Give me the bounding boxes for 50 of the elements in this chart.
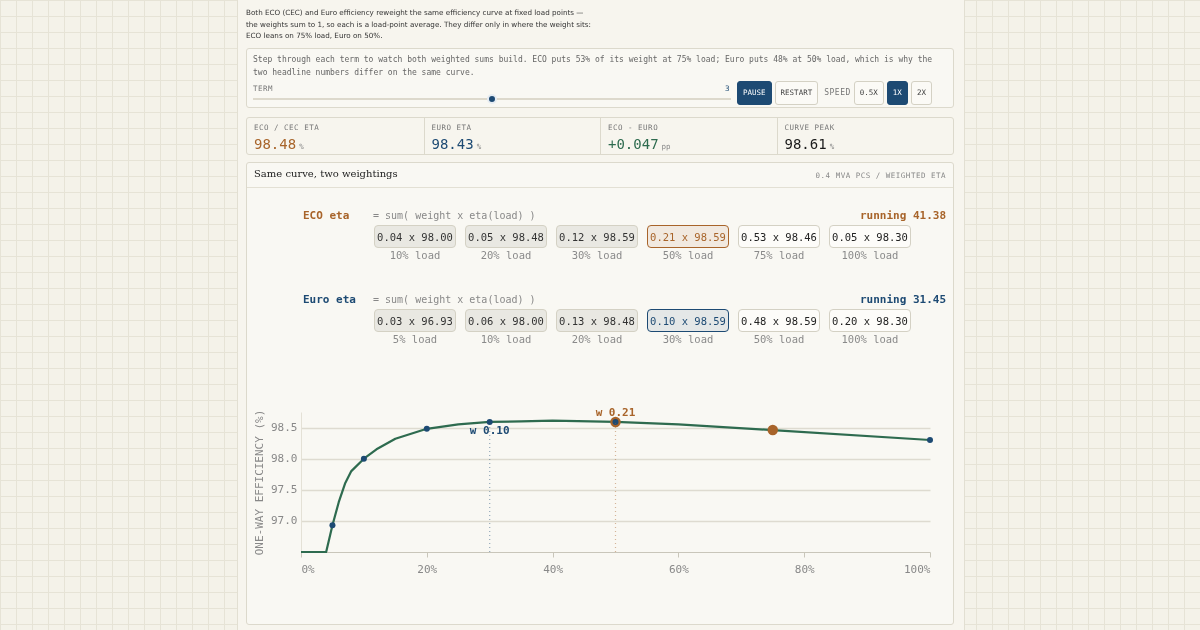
- x-tick-label: 80%: [794, 562, 816, 576]
- text: 0.06 x 98.00: [468, 315, 544, 327]
- category-label: 100% load: [840, 333, 900, 345]
- category-label: 20% load: [570, 333, 624, 345]
- annotation: w 0.21: [595, 406, 636, 420]
- text: +0.047: [608, 136, 659, 152]
- x-tick-label: 0%: [301, 562, 316, 576]
- y-axis-title: ONE-WAY EFFICIENCY (%): [253, 409, 267, 556]
- x-tick-label: 40%: [543, 562, 564, 576]
- category-label: 100% load: [840, 249, 900, 261]
- y-tick-label: 97.0: [271, 514, 298, 528]
- category-label: 20% load: [479, 249, 533, 261]
- text: 0.48 x 98.59: [741, 315, 817, 327]
- category-label: 30% load: [661, 333, 715, 345]
- text: 98.48: [254, 136, 297, 152]
- text: 0.04 x 98.00: [377, 231, 453, 243]
- text: 0.53 x 98.46: [741, 231, 817, 243]
- text: 0.12 x 98.59: [559, 231, 635, 243]
- category-label: 50% load: [661, 249, 715, 261]
- x-tick-label: 100%: [904, 562, 931, 576]
- text: running 31.45: [859, 293, 946, 306]
- annotation: w 0.10: [469, 423, 510, 437]
- text: Same curve, two weightings: [254, 168, 398, 179]
- x-tick-label: 20%: [417, 562, 438, 576]
- category-label: 5% load: [391, 333, 439, 345]
- text: ECO eta: [303, 209, 350, 222]
- text: = sum( weight x eta(load) ): [373, 210, 536, 221]
- y-tick-label: 98.5: [271, 421, 298, 435]
- category-label: 10% load: [388, 249, 442, 261]
- text: 0.03 x 96.93: [377, 315, 453, 327]
- text: running 41.38: [859, 209, 946, 222]
- text: 0.13 x 98.48: [559, 315, 635, 327]
- text: SPEED: [824, 88, 851, 97]
- y-tick-label: 97.5: [271, 483, 298, 497]
- category-label: 75% load: [752, 249, 806, 261]
- category-label: 10% load: [479, 333, 533, 345]
- text: Euro eta: [303, 293, 356, 306]
- text: = sum( weight x eta(load) ): [373, 294, 536, 305]
- x-tick-label: 60%: [668, 562, 690, 576]
- text: 0.05 x 98.30: [832, 231, 908, 243]
- text: 0.21 x 98.59: [650, 231, 726, 243]
- category-label: 50% load: [752, 333, 806, 345]
- text: Step through each term to watch both weighted sums build. ECO puts 53% of its weight at 75% load; Euro puts 48% at 50% load, which is why the two headline numbers differ on the same curve.: [253, 54, 934, 79]
- text: 98.61: [784, 136, 827, 152]
- text: 0.05 x 98.48: [468, 231, 544, 243]
- y-tick-label: 98.0: [271, 452, 298, 466]
- category-label: 30% load: [570, 249, 624, 261]
- text: 0.10 x 98.59: [650, 315, 726, 327]
- text: 98.43: [431, 136, 474, 152]
- text: 0.20 x 98.30: [832, 315, 908, 327]
